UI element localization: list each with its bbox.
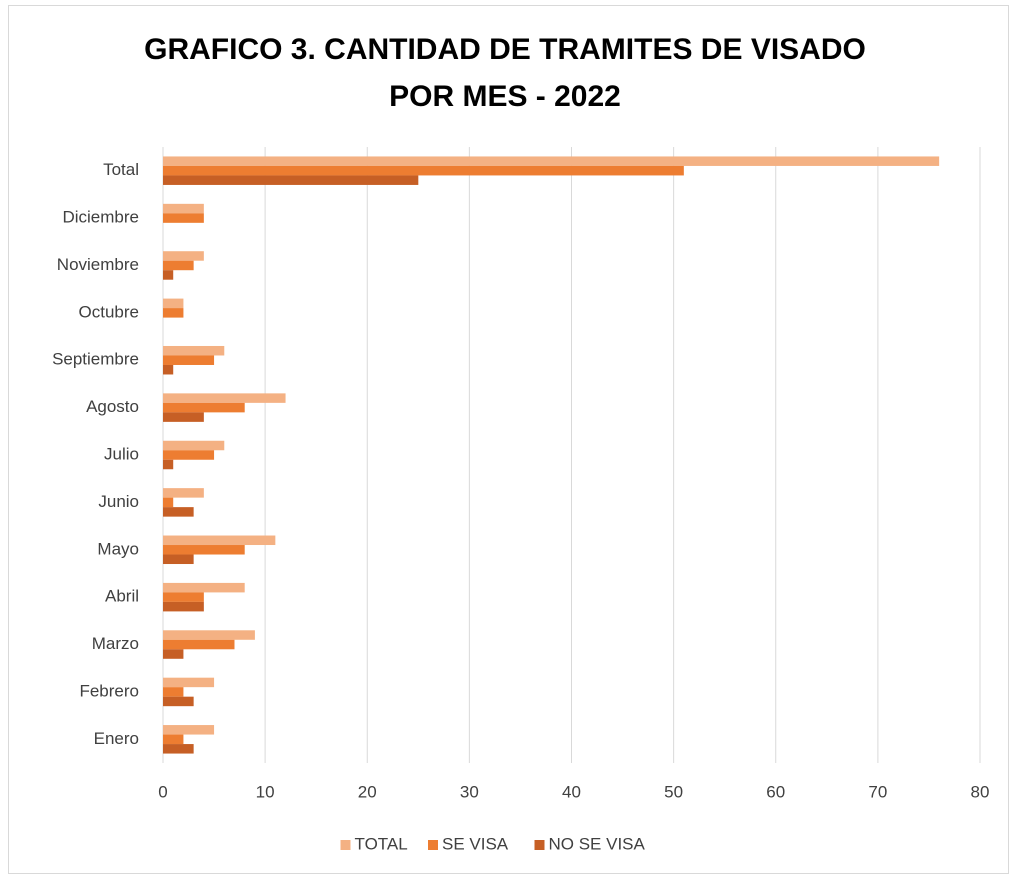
bar [163,507,194,517]
y-tick-label: Septiembre [52,350,139,369]
y-tick-label: Mayo [97,539,139,558]
bar [163,213,204,223]
bar [163,582,245,593]
bar [163,308,184,318]
bar [163,488,204,498]
bar [163,203,204,214]
bar [163,554,194,565]
bar [163,251,204,261]
x-tick-label: 80 [971,782,990,801]
bar [163,592,204,602]
chart-border [8,5,1009,874]
bar [163,165,684,176]
legend-swatch [428,840,438,850]
bar [163,402,245,413]
chart-title: GRAFICO 3. CANTIDAD DE TRAMITES DE VISAD… [144,33,866,113]
bar [163,696,194,707]
bar [163,734,184,745]
bar [163,535,276,546]
bar [163,270,174,280]
bar [163,450,215,460]
y-tick-label: Octubre [79,302,139,321]
x-tick-label: 30 [460,782,479,801]
x-tick-label: 50 [664,782,683,801]
x-tick-label: 70 [868,782,887,801]
y-tick-label: Marzo [92,634,139,653]
legend-label: SE VISA [442,834,509,853]
y-tick-label: Julio [104,444,139,463]
bar [163,630,255,640]
bar [163,639,235,650]
bar [163,393,286,403]
bar [163,175,419,185]
bar [163,298,184,309]
y-tick-label: Total [103,160,139,179]
bar [163,412,204,422]
bar [163,687,184,697]
legend-swatch [340,840,351,850]
y-tick-label: Abril [105,587,139,606]
y-tick-label: Agosto [86,397,139,416]
x-tick-label: 40 [562,782,581,801]
bar [163,364,174,375]
legend-label: NO SE VISA [549,834,646,853]
bar [163,744,194,754]
y-tick-label: Junio [98,492,139,511]
bar [163,260,194,271]
legend-swatch [534,840,545,850]
x-tick-label: 10 [256,782,275,801]
bar [163,459,174,470]
bar [163,440,225,451]
bar [163,497,174,508]
bar [163,545,245,555]
bar [163,156,940,166]
x-tick-label: 0 [158,782,167,801]
y-tick-label: Enero [94,729,139,748]
legend-label: TOTAL [355,834,408,853]
bar [163,601,204,612]
bar [163,345,225,356]
y-tick-label: Febrero [79,681,139,700]
y-tick-label: Diciembre [62,208,139,227]
bar [163,355,215,365]
x-tick-label: 20 [358,782,377,801]
x-tick-label: 60 [766,782,785,801]
bar [163,649,184,659]
y-tick-label: Noviembre [57,255,139,274]
bar [163,677,215,688]
bar [163,725,215,735]
